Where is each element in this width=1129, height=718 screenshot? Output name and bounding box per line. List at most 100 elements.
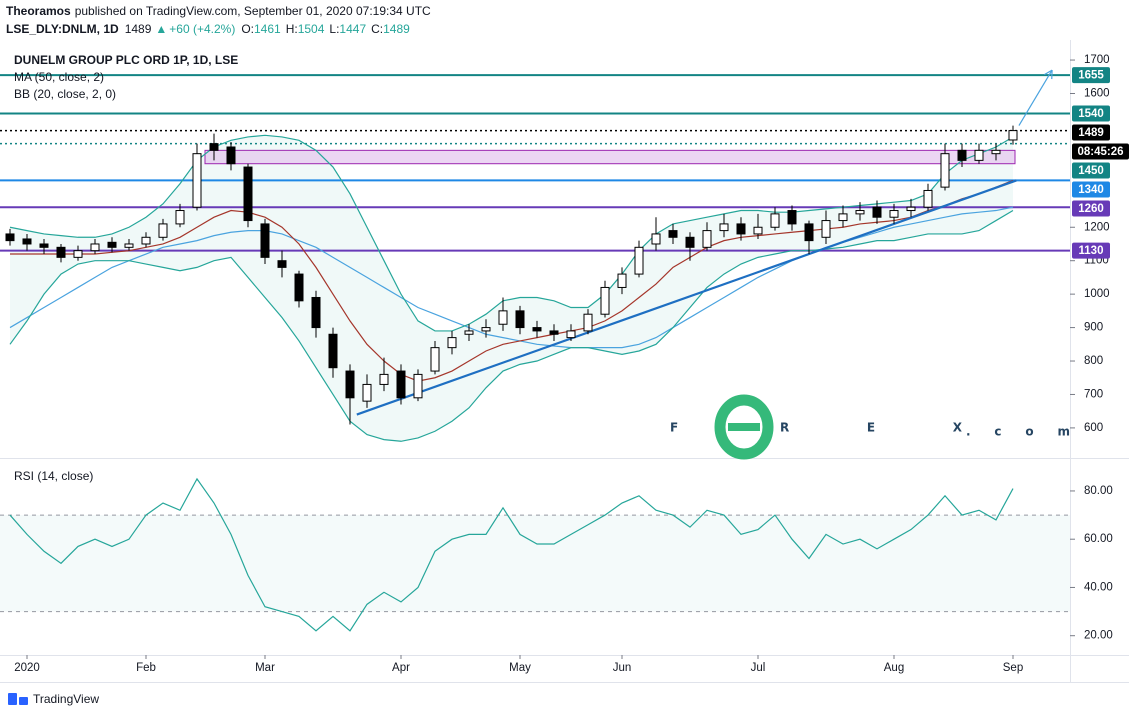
candle-body — [260, 223, 270, 258]
x-tick-label: May — [509, 662, 531, 674]
logo-mark — [8, 693, 17, 705]
published: published on TradingView.com, September … — [75, 4, 431, 18]
price-badge-bg — [1072, 242, 1110, 259]
candle-body — [413, 373, 423, 399]
candle-body — [651, 233, 661, 245]
candle-body — [311, 296, 321, 329]
price-badge: 1450 — [1078, 165, 1104, 177]
y-tick-label: 1700 — [1084, 54, 1110, 66]
candle-body — [617, 273, 627, 288]
candle-body — [430, 347, 440, 372]
candle-body — [345, 370, 355, 399]
y-tick-label: 1600 — [1084, 88, 1110, 100]
x-tick-label: Jul — [751, 662, 766, 674]
candle-body — [889, 210, 899, 218]
trendline — [356, 179, 1017, 416]
candle-body — [141, 236, 151, 245]
candle-body — [906, 206, 916, 212]
candle-body — [685, 236, 695, 248]
candle-body — [481, 327, 491, 332]
candle-body — [328, 333, 338, 369]
change-arrow: ▲ — [155, 22, 167, 36]
candle-body — [719, 223, 729, 232]
candle-body — [209, 143, 219, 151]
candle-body — [600, 286, 610, 315]
candle-body — [753, 226, 763, 235]
candle-body — [226, 146, 236, 165]
price-badge-bg — [1072, 105, 1110, 122]
candle-body — [957, 149, 967, 161]
y-tick-label: 60.00 — [1084, 533, 1113, 545]
x-tick-label: Apr — [392, 662, 410, 674]
candle-body — [379, 373, 389, 385]
bb-upper — [9, 134, 1014, 332]
ohlc-label: C: — [371, 22, 383, 36]
ohlc-label: O: — [241, 22, 254, 36]
candle-body — [940, 153, 950, 188]
price-badge: 1540 — [1078, 108, 1104, 120]
price-badge: 1130 — [1079, 245, 1104, 257]
candle-body — [804, 223, 814, 242]
x-tick-label: Feb — [136, 662, 156, 674]
symbol: LSE_DLY:DNLM, 1D — [6, 22, 119, 36]
price-badge: 1260 — [1078, 203, 1104, 215]
footer-brand: TradingView — [33, 692, 99, 706]
candle-body — [787, 210, 797, 225]
candle-body — [770, 213, 780, 228]
price-badge-bg — [1072, 162, 1110, 179]
candle-body — [22, 238, 32, 245]
ohlc-value: 1447 — [339, 22, 366, 36]
price-badge: 1655 — [1078, 70, 1104, 82]
candle-body — [872, 206, 882, 218]
candle-body — [855, 210, 865, 215]
zone — [204, 149, 1016, 165]
arrow-head — [1044, 69, 1053, 76]
ohlc-value: 1504 — [298, 22, 325, 36]
bb-fill — [10, 135, 1013, 442]
candle-body — [73, 250, 83, 258]
candle-body — [923, 189, 933, 208]
countdown-badge-bg — [1072, 143, 1129, 160]
watermark-coin — [714, 394, 774, 460]
candle-body — [192, 153, 202, 208]
candle-body — [107, 241, 117, 248]
candle-body — [583, 313, 593, 332]
price-badge-bg — [1072, 200, 1110, 217]
candle-body — [498, 310, 508, 325]
y-tick-label: 800 — [1084, 355, 1103, 367]
candle-body — [158, 223, 168, 238]
rsi-line — [9, 477, 1014, 632]
candle-body — [634, 246, 644, 275]
candle-body — [549, 330, 559, 335]
y-tick-label: 1200 — [1084, 221, 1110, 233]
footer-logo: TradingView — [8, 692, 99, 706]
x-tick-label: Mar — [255, 662, 275, 674]
ohlc-value: 1461 — [254, 22, 281, 36]
candle-body — [821, 220, 831, 238]
panel-title: RSI (14, close) — [14, 469, 93, 483]
candle-body — [464, 330, 474, 335]
x-tick-label: Jun — [613, 662, 632, 674]
candle-body — [90, 243, 100, 252]
price-badge: 1340 — [1078, 184, 1104, 196]
candle-body — [39, 243, 49, 248]
logo-mark — [19, 697, 28, 705]
x-tick-label: Sep — [1003, 662, 1023, 674]
candle-body — [5, 233, 15, 242]
candle-body — [277, 260, 287, 268]
legend-text: DUNELM GROUP PLC ORD 1P, 1D, LSE — [14, 53, 238, 67]
candle-body — [396, 370, 406, 399]
y-tick-label: 80.00 — [1084, 485, 1113, 497]
rsi-band-fill — [0, 515, 1070, 612]
candle-body — [1008, 130, 1018, 141]
candle-body — [532, 327, 542, 332]
candle-body — [447, 337, 457, 349]
countdown-badge: 08:45:26 — [1077, 146, 1123, 158]
candle-body — [243, 166, 253, 222]
ohlc-label: H: — [286, 22, 298, 36]
candle-body — [362, 383, 372, 402]
candle-body — [974, 149, 984, 161]
price-badge-bg — [1072, 124, 1110, 141]
publish-line: Theoramos published on TradingView.com, S… — [6, 4, 431, 18]
